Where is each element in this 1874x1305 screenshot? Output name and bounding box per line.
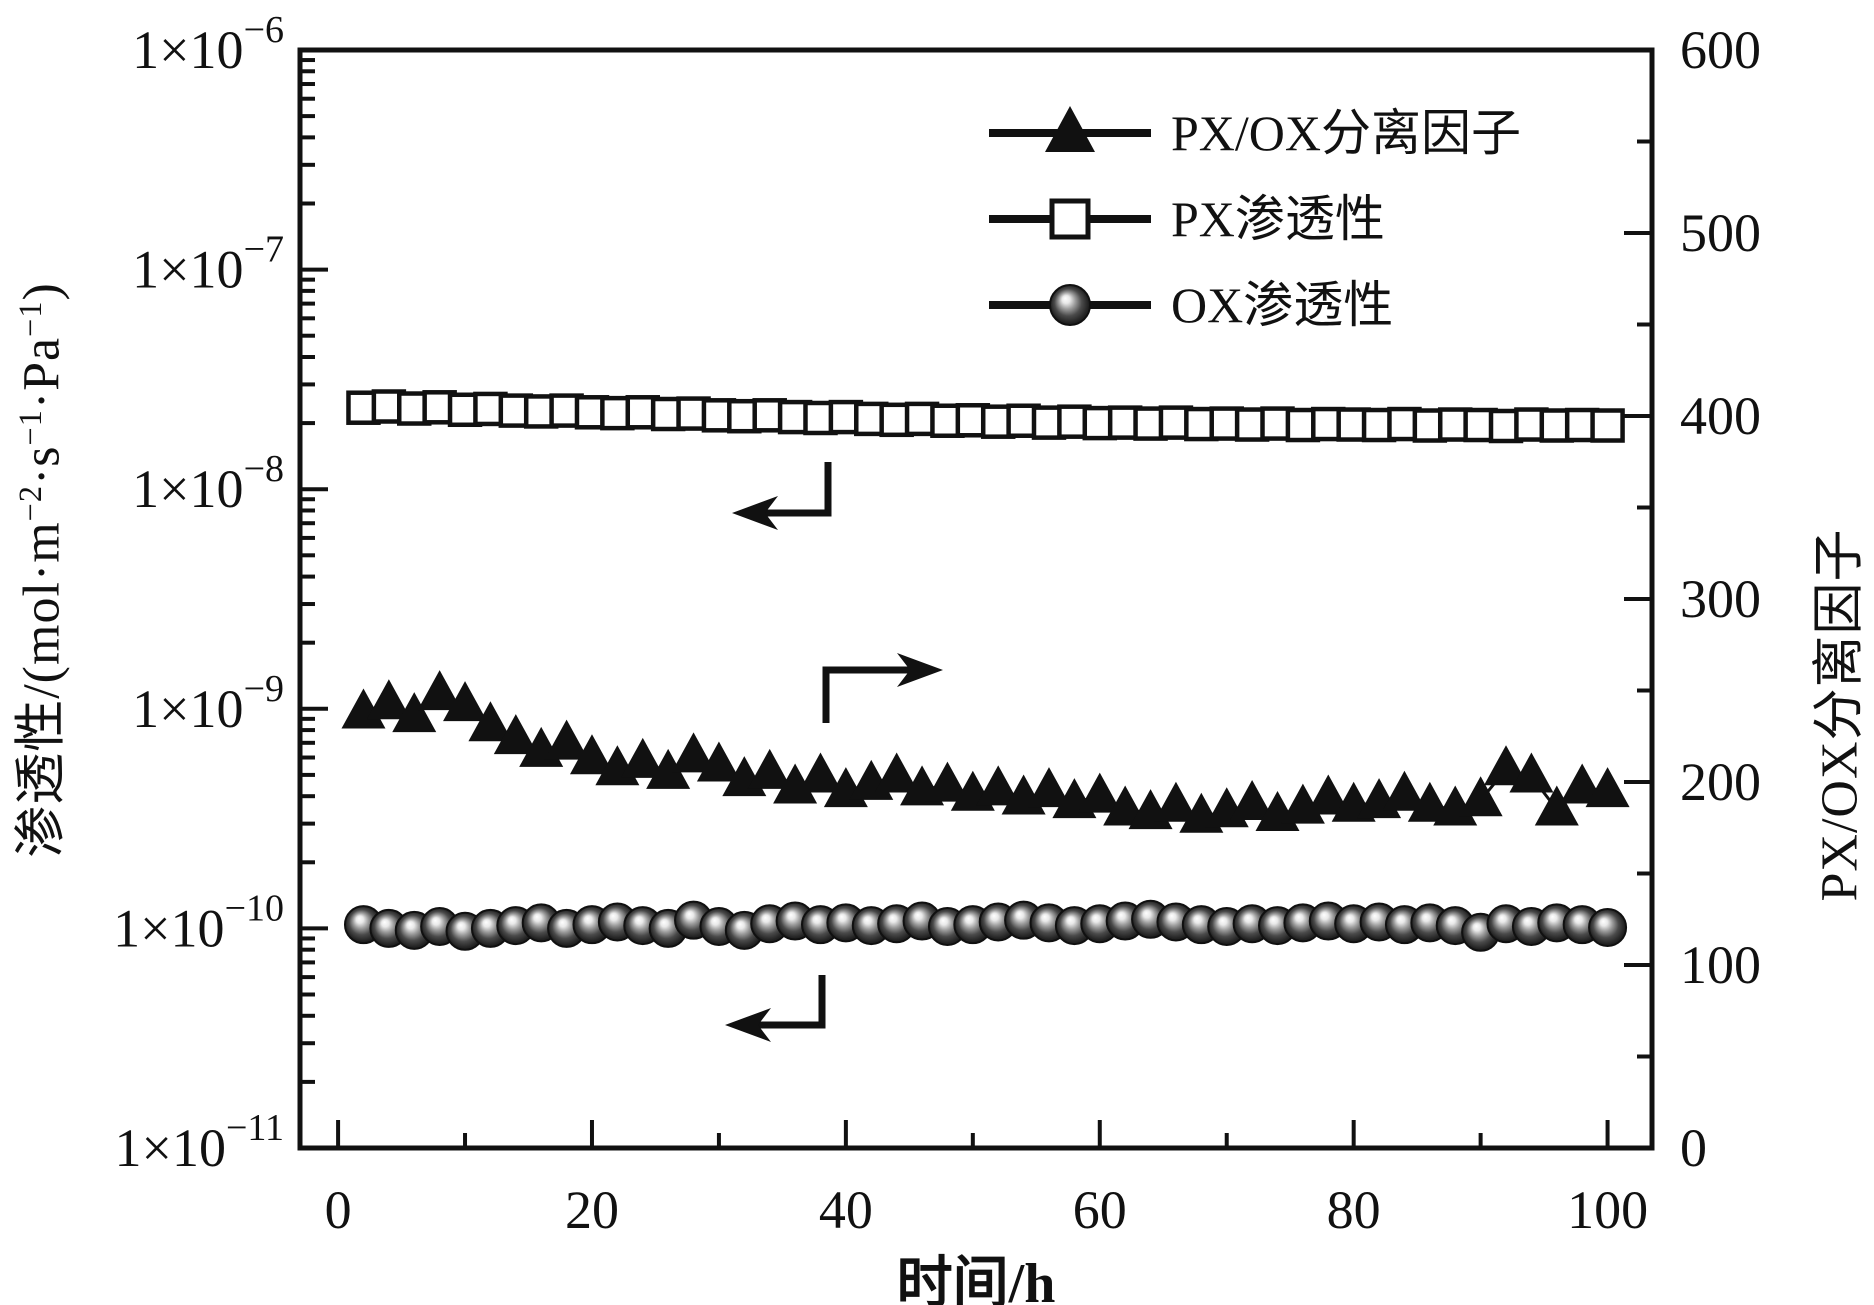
- triangle-marker: [671, 732, 716, 773]
- triangle-marker: [1509, 752, 1554, 793]
- triangle-marker: [874, 752, 919, 793]
- triangle-marker: [544, 719, 589, 760]
- triangle-marker: [1153, 781, 1198, 822]
- legend-label: OX渗透性: [1171, 277, 1394, 333]
- right-axis-tick-label: 200: [1680, 752, 1761, 812]
- triangle-marker: [1534, 785, 1579, 826]
- axis-title-superscript: −1: [11, 409, 48, 446]
- legend-label: PX/OX分离因子: [1171, 105, 1522, 161]
- axis-title-text: ·s: [13, 445, 71, 486]
- x-axis-tick-label: 0: [325, 1180, 352, 1240]
- triangle-marker: [1077, 772, 1122, 813]
- left-axis-tick-label: 1×10−8: [132, 448, 284, 519]
- left-axis-title: 渗透性/(mol·m−2·s−1·Pa−1): [0, 282, 74, 858]
- triangle-marker: [696, 741, 741, 782]
- triangle-marker: [468, 701, 513, 742]
- triangle-marker: [747, 748, 792, 789]
- annotation-arrowhead-left-icon: [732, 496, 778, 530]
- annotation-arrowhead-left-icon: [725, 1008, 771, 1042]
- annotation-arrowhead-right-icon: [897, 653, 943, 687]
- legend-label: PX渗透性: [1171, 191, 1385, 247]
- triangle-marker: [493, 714, 538, 755]
- left-axis-tick-label: 1×10−10: [113, 887, 284, 958]
- triangle-marker: [366, 679, 411, 720]
- x-axis-tick-label: 80: [1327, 1180, 1381, 1240]
- right-axis-tick-label: 100: [1680, 935, 1761, 995]
- plot-area: 1×10−61×10−71×10−81×10−91×10−101×10−11 01…: [113, 9, 1761, 1240]
- right-axis-tick-label: 500: [1680, 203, 1761, 263]
- triangle-marker: [773, 763, 818, 804]
- legend: PX/OX分离因子 PX渗透性 OX渗透性: [985, 100, 1521, 338]
- annotation-arrow-line: [751, 975, 826, 1029]
- right-axis-tick-label: 600: [1680, 20, 1761, 80]
- annotation-arrow-line: [822, 666, 917, 723]
- triangle-marker: [417, 670, 462, 711]
- triangle-marker: [1458, 776, 1503, 817]
- right-axis-tick-label: 0: [1680, 1118, 1707, 1178]
- series-circle-sphere: [343, 899, 1628, 952]
- series-square-open: [346, 389, 1625, 444]
- triangle-marker: [646, 748, 691, 789]
- triangle-marker-icon: [989, 106, 1151, 152]
- left-axis-tick-label: 1×10−9: [132, 668, 284, 739]
- annotation-arrow-line: [758, 462, 832, 517]
- legend-item-ox-permeability: OX渗透性: [985, 272, 1521, 338]
- triangle-marker: [1484, 745, 1529, 786]
- triangle-marker: [1306, 774, 1351, 815]
- legend-circle: [1049, 284, 1091, 326]
- x-axis-tick-label: 20: [565, 1180, 619, 1240]
- circle-marker: [1588, 907, 1628, 947]
- triangle-marker: [976, 765, 1021, 806]
- left-axis-tick-label: 1×10−11: [115, 1107, 285, 1178]
- triangle-marker: [392, 692, 437, 733]
- right-axis-tick-label: 300: [1680, 569, 1761, 629]
- right-axis-title: PX/OX分离因子: [1811, 528, 1869, 902]
- axis-title-text: ·Pa: [13, 336, 71, 410]
- square-marker-icon: [989, 198, 1151, 240]
- circle-marker-icon: [989, 284, 1151, 326]
- triangle-marker: [569, 734, 614, 775]
- axis-title-text: ): [13, 282, 71, 301]
- axis-title-superscript: −2: [11, 485, 48, 522]
- triangle-marker: [620, 737, 665, 778]
- left-axis-tick-label: 1×10−6: [132, 9, 284, 80]
- triangle-marker: [443, 681, 488, 722]
- x-axis-title: 时间/h: [896, 1253, 1056, 1305]
- axis-title-text: 渗透性/(mol·m: [13, 521, 71, 858]
- series-triangle-filled: [341, 670, 1630, 833]
- plot-frame: [297, 47, 1655, 1151]
- triangle-marker: [1382, 770, 1427, 811]
- right-axis-tick-label: 400: [1680, 386, 1761, 446]
- axis-title-superscript: −1: [11, 300, 48, 337]
- x-axis-tick-label: 60: [1073, 1180, 1127, 1240]
- legend-square: [1049, 198, 1091, 240]
- x-axis-tick-label: 40: [819, 1180, 873, 1240]
- triangle-marker: [1585, 767, 1630, 808]
- left-axis-tick-label: 1×10−7: [132, 229, 284, 300]
- square-marker: [1590, 408, 1625, 443]
- triangle-marker: [798, 752, 843, 793]
- legend-item-px-permeability: PX渗透性: [985, 186, 1521, 252]
- triangle-marker: [1230, 779, 1275, 820]
- triangle-marker: [1026, 767, 1071, 808]
- x-axis-tick-label: 100: [1567, 1180, 1648, 1240]
- legend-item-separation-factor: PX/OX分离因子: [985, 100, 1521, 166]
- legend-triangle: [1045, 106, 1095, 152]
- triangle-marker: [925, 761, 970, 802]
